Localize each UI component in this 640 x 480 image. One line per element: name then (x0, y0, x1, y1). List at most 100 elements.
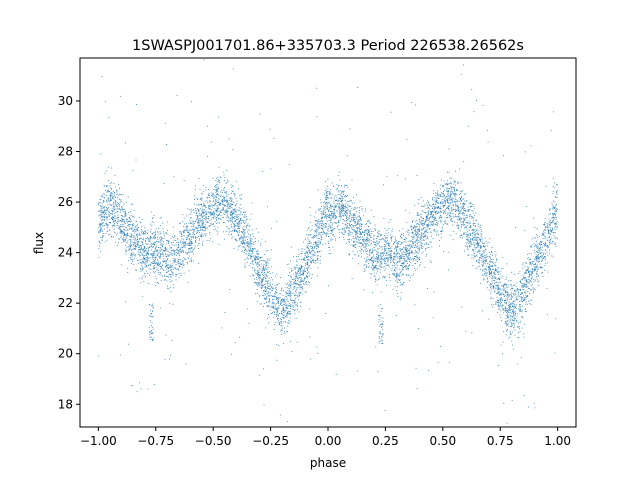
data-point (393, 253, 395, 255)
data-point (239, 238, 241, 240)
data-point (144, 254, 146, 256)
data-point (130, 249, 132, 251)
data-point (140, 252, 142, 254)
data-point (502, 268, 504, 269)
data-point (473, 205, 474, 207)
data-point (501, 320, 502, 321)
data-point (535, 234, 537, 235)
data-point (470, 238, 471, 240)
data-point (114, 216, 116, 218)
data-point (249, 253, 251, 255)
data-point (117, 208, 119, 210)
data-point (359, 236, 361, 238)
data-point (195, 237, 197, 239)
data-point (557, 238, 559, 240)
data-point (141, 233, 143, 235)
data-point (468, 209, 470, 211)
data-point (529, 287, 531, 289)
data-point (447, 180, 448, 182)
data-point (555, 245, 557, 247)
data-point (498, 287, 500, 289)
data-point (299, 264, 301, 266)
data-point (163, 232, 165, 234)
data-point (497, 299, 499, 301)
data-point (397, 296, 399, 297)
data-point (401, 252, 403, 254)
data-point (357, 236, 359, 238)
data-point (470, 241, 472, 243)
data-point (272, 288, 274, 290)
data-point (511, 306, 513, 308)
data-point (374, 267, 376, 269)
data-point (306, 267, 308, 269)
data-point (449, 205, 451, 207)
data-point (131, 254, 132, 256)
data-point (192, 237, 194, 239)
data-point (183, 242, 185, 243)
data-point (202, 224, 203, 225)
data-point (455, 193, 457, 195)
data-point (250, 263, 252, 265)
data-point (371, 267, 372, 269)
data-point (160, 253, 162, 255)
data-point (175, 264, 177, 266)
data-point (440, 210, 442, 212)
data-point (143, 273, 145, 274)
data-point (449, 199, 451, 201)
data-point (438, 194, 440, 196)
data-point (407, 268, 409, 270)
data-point (336, 211, 338, 213)
data-point (524, 297, 526, 299)
data-point (294, 301, 296, 303)
data-point (273, 302, 274, 304)
data-point (348, 239, 350, 240)
data-point (443, 201, 445, 202)
data-point (297, 273, 299, 275)
data-point (159, 247, 161, 249)
data-point (308, 241, 310, 243)
data-point (331, 211, 333, 213)
data-point (274, 285, 276, 286)
data-point (450, 177, 452, 179)
data-point (108, 221, 110, 223)
data-point (345, 231, 347, 233)
data-point (334, 211, 336, 213)
data-point (207, 221, 208, 223)
data-point (444, 204, 446, 206)
data-point (246, 256, 248, 258)
data-point (498, 285, 500, 286)
data-point (295, 297, 297, 299)
data-point (226, 194, 228, 196)
data-point (295, 276, 296, 278)
data-point (103, 211, 105, 213)
data-point (525, 269, 527, 271)
data-point (271, 279, 273, 281)
data-point (102, 200, 104, 202)
data-point (342, 234, 344, 236)
data-point (408, 254, 410, 256)
data-point (163, 261, 164, 263)
data-point (440, 216, 442, 218)
data-point (256, 257, 258, 259)
data-point (151, 253, 152, 255)
data-point (333, 214, 335, 216)
data-point (307, 269, 308, 271)
data-point (419, 264, 421, 266)
data-point (522, 297, 524, 299)
data-point (163, 238, 165, 240)
data-point (547, 239, 548, 241)
data-point (506, 295, 508, 297)
data-point (549, 208, 551, 210)
data-point (425, 219, 427, 221)
data-point (113, 228, 115, 230)
data-point (443, 204, 445, 206)
data-point (448, 214, 450, 216)
data-point (309, 249, 310, 251)
data-point (102, 219, 104, 220)
data-point (411, 229, 413, 231)
data-point (533, 289, 535, 291)
data-point (473, 251, 475, 253)
data-point (149, 246, 151, 247)
data-point (252, 252, 254, 254)
data-point (529, 259, 531, 261)
